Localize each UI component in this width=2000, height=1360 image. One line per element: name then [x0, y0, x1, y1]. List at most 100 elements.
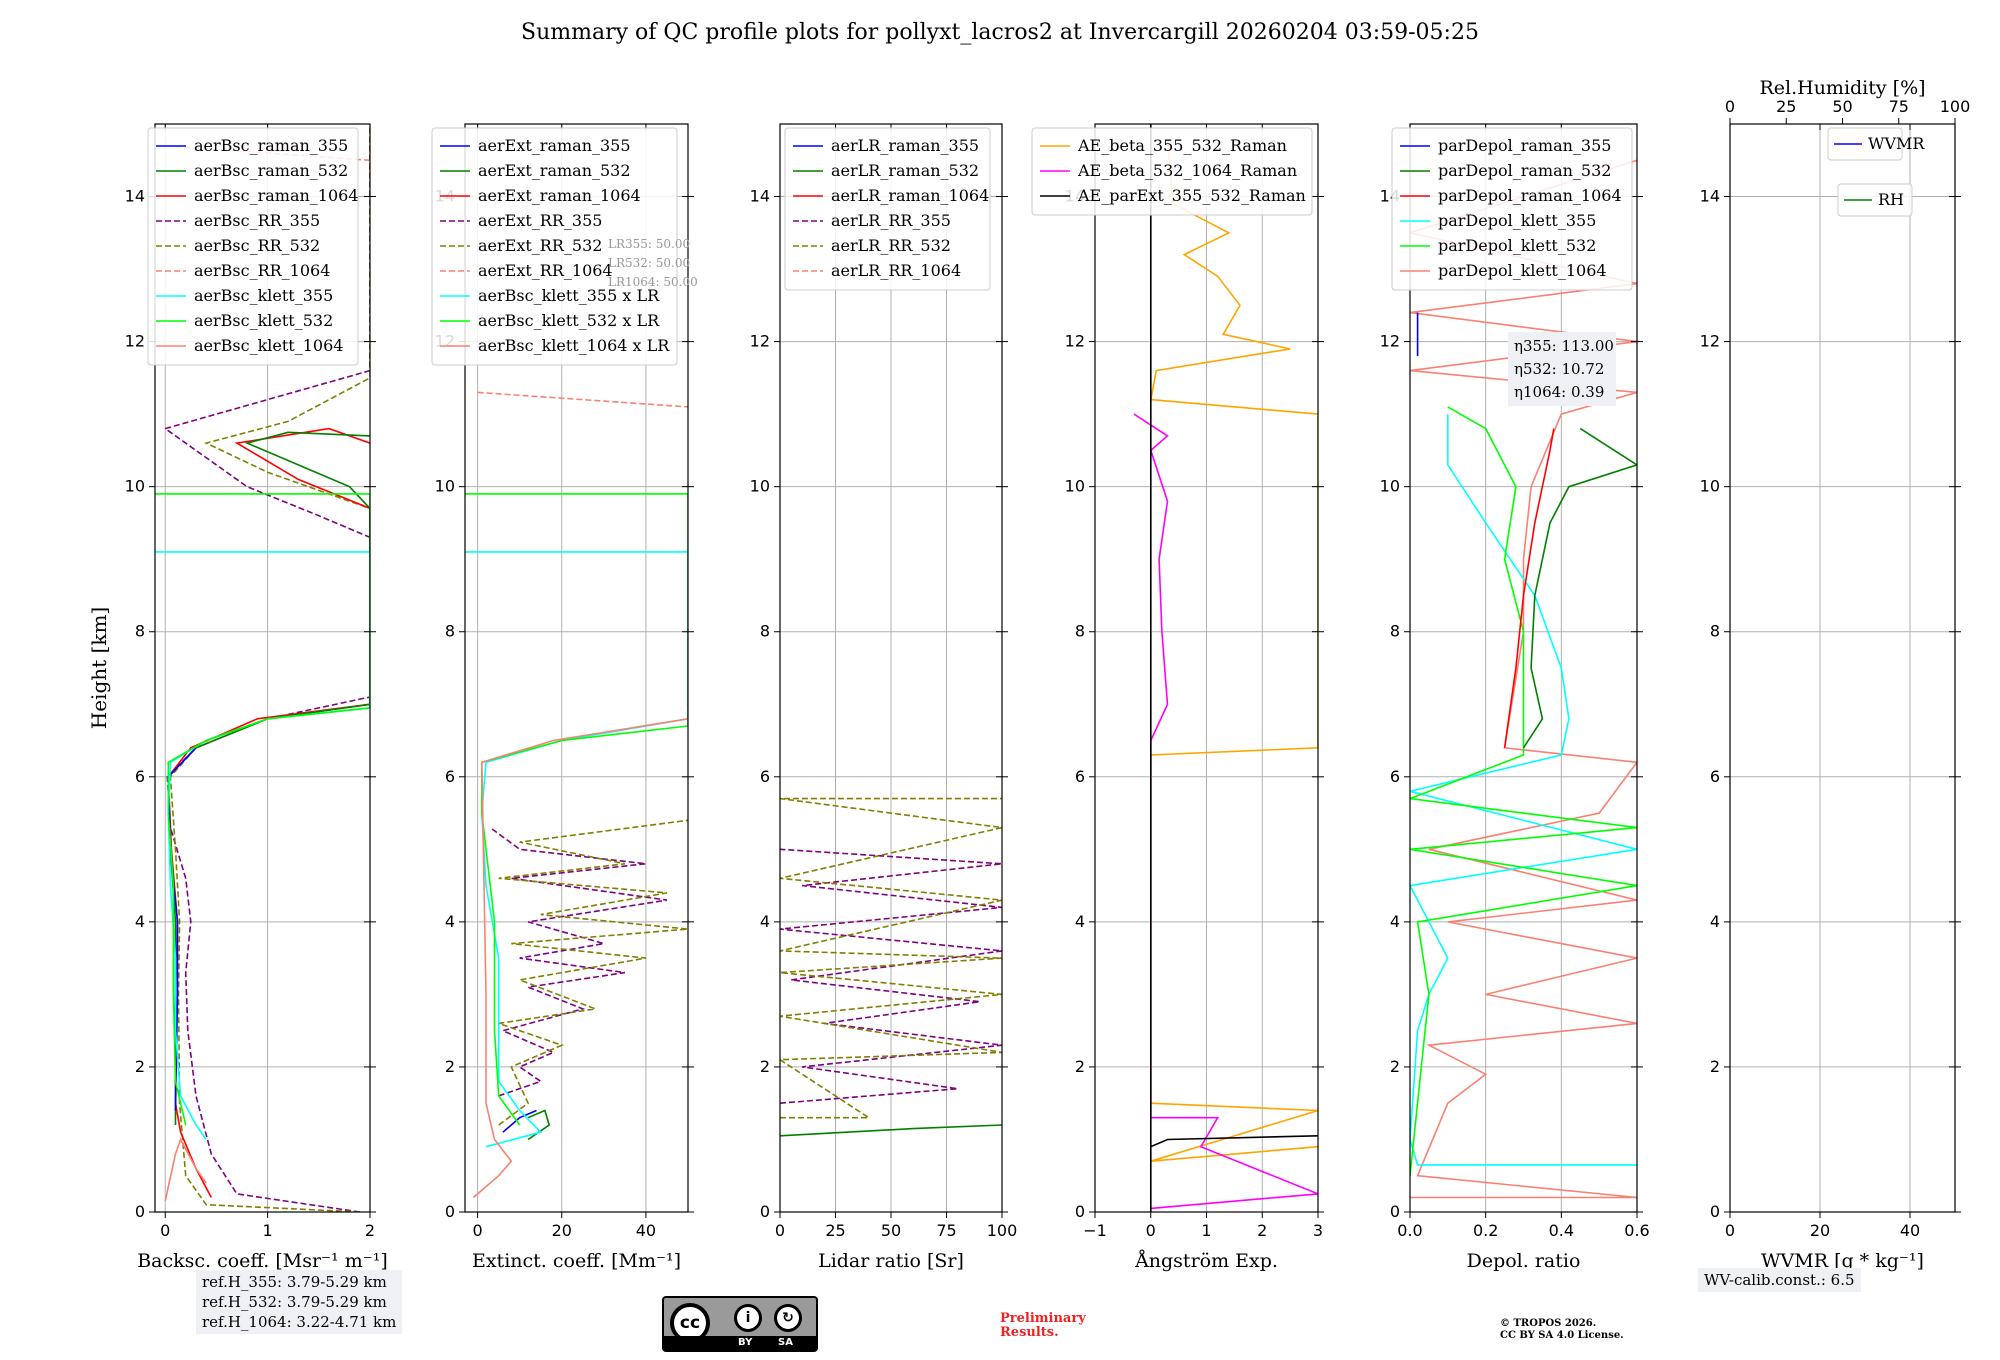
y-tick-label: 4 [1390, 912, 1400, 931]
x-tick-label: 40 [1900, 1221, 1920, 1240]
legend: parDepol_raman_355 parDepol_raman_532 parD… [1391, 127, 1633, 291]
legend-label: aerLR_raman_1064 [831, 186, 989, 205]
legend-label: aerExt_RR_355 [478, 211, 602, 230]
preliminary-line-1: Preliminary [1000, 1311, 1086, 1326]
y-tick-label: 10 [1065, 477, 1085, 496]
y-tick-label: 10 [125, 477, 145, 496]
legend-label: parDepol_klett_532 [1438, 236, 1596, 255]
series-aerBsc_klett_355 x LR [465, 551, 688, 1148]
legend-label: RH [1878, 190, 1904, 209]
x-tick-label: 0 [473, 1221, 483, 1240]
y-tick-label: 14 [750, 187, 770, 206]
y-tick-label: 0 [760, 1202, 770, 1221]
y-tick-label: 10 [1380, 477, 1400, 496]
x-tick-label: 25 [825, 1221, 845, 1240]
top-axis-label: Rel.Humidity [%] [1759, 77, 1925, 99]
y-tick-label: 10 [750, 477, 770, 496]
eta-annotation: η355: 113.00 [1514, 337, 1614, 355]
y-tick-label: 6 [1390, 767, 1400, 786]
ref-height-355: ref.H_355: 3.79-5.29 km [202, 1273, 387, 1291]
series-aerBsc_klett_1064 x LR [472, 718, 688, 1199]
series-aerBsc_raman_532 [167, 431, 370, 1125]
y-tick-label: 0 [135, 1202, 145, 1221]
y-tick-label: 4 [445, 912, 455, 931]
top-x-tick-label: 100 [1940, 97, 1971, 116]
y-tick-label: 6 [1075, 767, 1085, 786]
series-aerBsc_raman_1064 [167, 427, 370, 1198]
x-tick-label: 100 [987, 1221, 1018, 1240]
legend: aerBsc_raman_355 aerBsc_raman_532 aerBsc_r… [147, 127, 359, 366]
y-tick-label: 2 [135, 1057, 145, 1076]
x-tick-label: 0 [775, 1221, 785, 1240]
legend-box [1827, 127, 1903, 161]
x-tick-label: 1 [263, 1221, 273, 1240]
legend-label: aerExt_RR_532 [478, 236, 602, 255]
x-tick-label: 0.4 [1549, 1221, 1574, 1240]
y-tick-label: 4 [1710, 912, 1720, 931]
legend-label: aerBsc_klett_532 x LR [478, 311, 660, 330]
y-tick-label: 12 [750, 332, 770, 351]
wv-calibration-box: WV-calib.const.: 6.5 [1698, 1268, 1861, 1292]
series-parDepol_raman_1064 [1503, 428, 1555, 748]
legend-label: AE_parExt_355_532_Raman [1077, 186, 1306, 205]
legend-label: parDepol_klett_1064 [1438, 261, 1607, 280]
legend-box [1391, 127, 1633, 291]
y-tick-label: 10 [435, 477, 455, 496]
person-icon: i [734, 1304, 762, 1332]
x-tick-label: 40 [636, 1221, 656, 1240]
series-aerExt_RR_355 [489, 826, 668, 1097]
y-tick-label: 2 [1710, 1057, 1720, 1076]
y-tick-label: 10 [1700, 477, 1720, 496]
legend-label: aerExt_raman_532 [478, 161, 631, 180]
copyright-line-1: © TROPOS 2026. [1500, 1318, 1597, 1329]
x-axis-label: Backsc. coeff. [Msr⁻¹ m⁻¹] [137, 1250, 388, 1272]
y-tick-label: 0 [1075, 1202, 1085, 1221]
legend-label: aerBsc_RR_1064 [194, 261, 330, 280]
legend-label: aerBsc_RR_355 [194, 211, 320, 230]
x-axis-label: Ångström Exp. [1134, 1250, 1278, 1272]
legend: AE_beta_355_532_Raman AE_beta_532_1064_Ra… [1031, 127, 1313, 216]
y-tick-label: 2 [1075, 1057, 1085, 1076]
plot-frame [464, 123, 689, 1213]
y-tick-label: 8 [135, 622, 145, 641]
panel-ext: 0204002468101214Extinct. coeff. [Mm⁻¹]ae… [431, 123, 698, 1272]
x-tick-label: 75 [936, 1221, 956, 1240]
x-tick-label: 0 [1146, 1221, 1156, 1240]
legend: WVMR RH [1827, 127, 1925, 217]
eta-box [1508, 332, 1616, 406]
y-tick-label: 6 [1710, 767, 1720, 786]
series-aerBsc_klett_1064 [164, 1137, 207, 1202]
lr-annotation: LR532: 50.00 [608, 256, 690, 270]
license-sa: SA [778, 1337, 793, 1348]
y-tick-label: 12 [125, 332, 145, 351]
share-alike-icon: ↻ [774, 1304, 802, 1332]
legend-label: aerBsc_klett_1064 x LR [478, 336, 670, 355]
legend-label: parDepol_klett_355 [1438, 211, 1596, 230]
x-axis-label: Extinct. coeff. [Mm⁻¹] [472, 1250, 681, 1272]
legend-label: aerBsc_raman_532 [194, 161, 348, 180]
y-axis-label: Height [km] [87, 607, 111, 729]
legend-label: aerBsc_RR_532 [194, 236, 320, 255]
series-parDepol_raman_532 [1522, 427, 1637, 749]
series-AE_beta_355_532_Raman [1149, 138, 1318, 1162]
series-aerBsc_klett_532 [155, 493, 370, 1126]
y-tick-label: 8 [760, 622, 770, 641]
series-aerLR_RR_532 [780, 797, 1002, 1119]
legend-box [147, 127, 359, 366]
y-tick-label: 4 [1075, 912, 1085, 931]
license-by: BY [738, 1337, 753, 1348]
legend-label: aerBsc_klett_1064 [194, 336, 343, 355]
series-group [1410, 159, 1637, 1199]
y-tick-label: 0 [1710, 1202, 1720, 1221]
legend-box [431, 127, 678, 366]
legend-box [1031, 127, 1313, 216]
legend-label: aerLR_raman_355 [831, 136, 979, 155]
x-tick-label: −1 [1083, 1221, 1107, 1240]
y-tick-label: 8 [445, 622, 455, 641]
figure-title: Summary of QC profile plots for pollyxt_… [521, 20, 1479, 45]
legend-label: aerExt_raman_1064 [478, 186, 641, 205]
x-tick-label: 20 [1810, 1221, 1830, 1240]
legend: aerLR_raman_355 aerLR_raman_532 aerLR_rama… [784, 127, 991, 291]
